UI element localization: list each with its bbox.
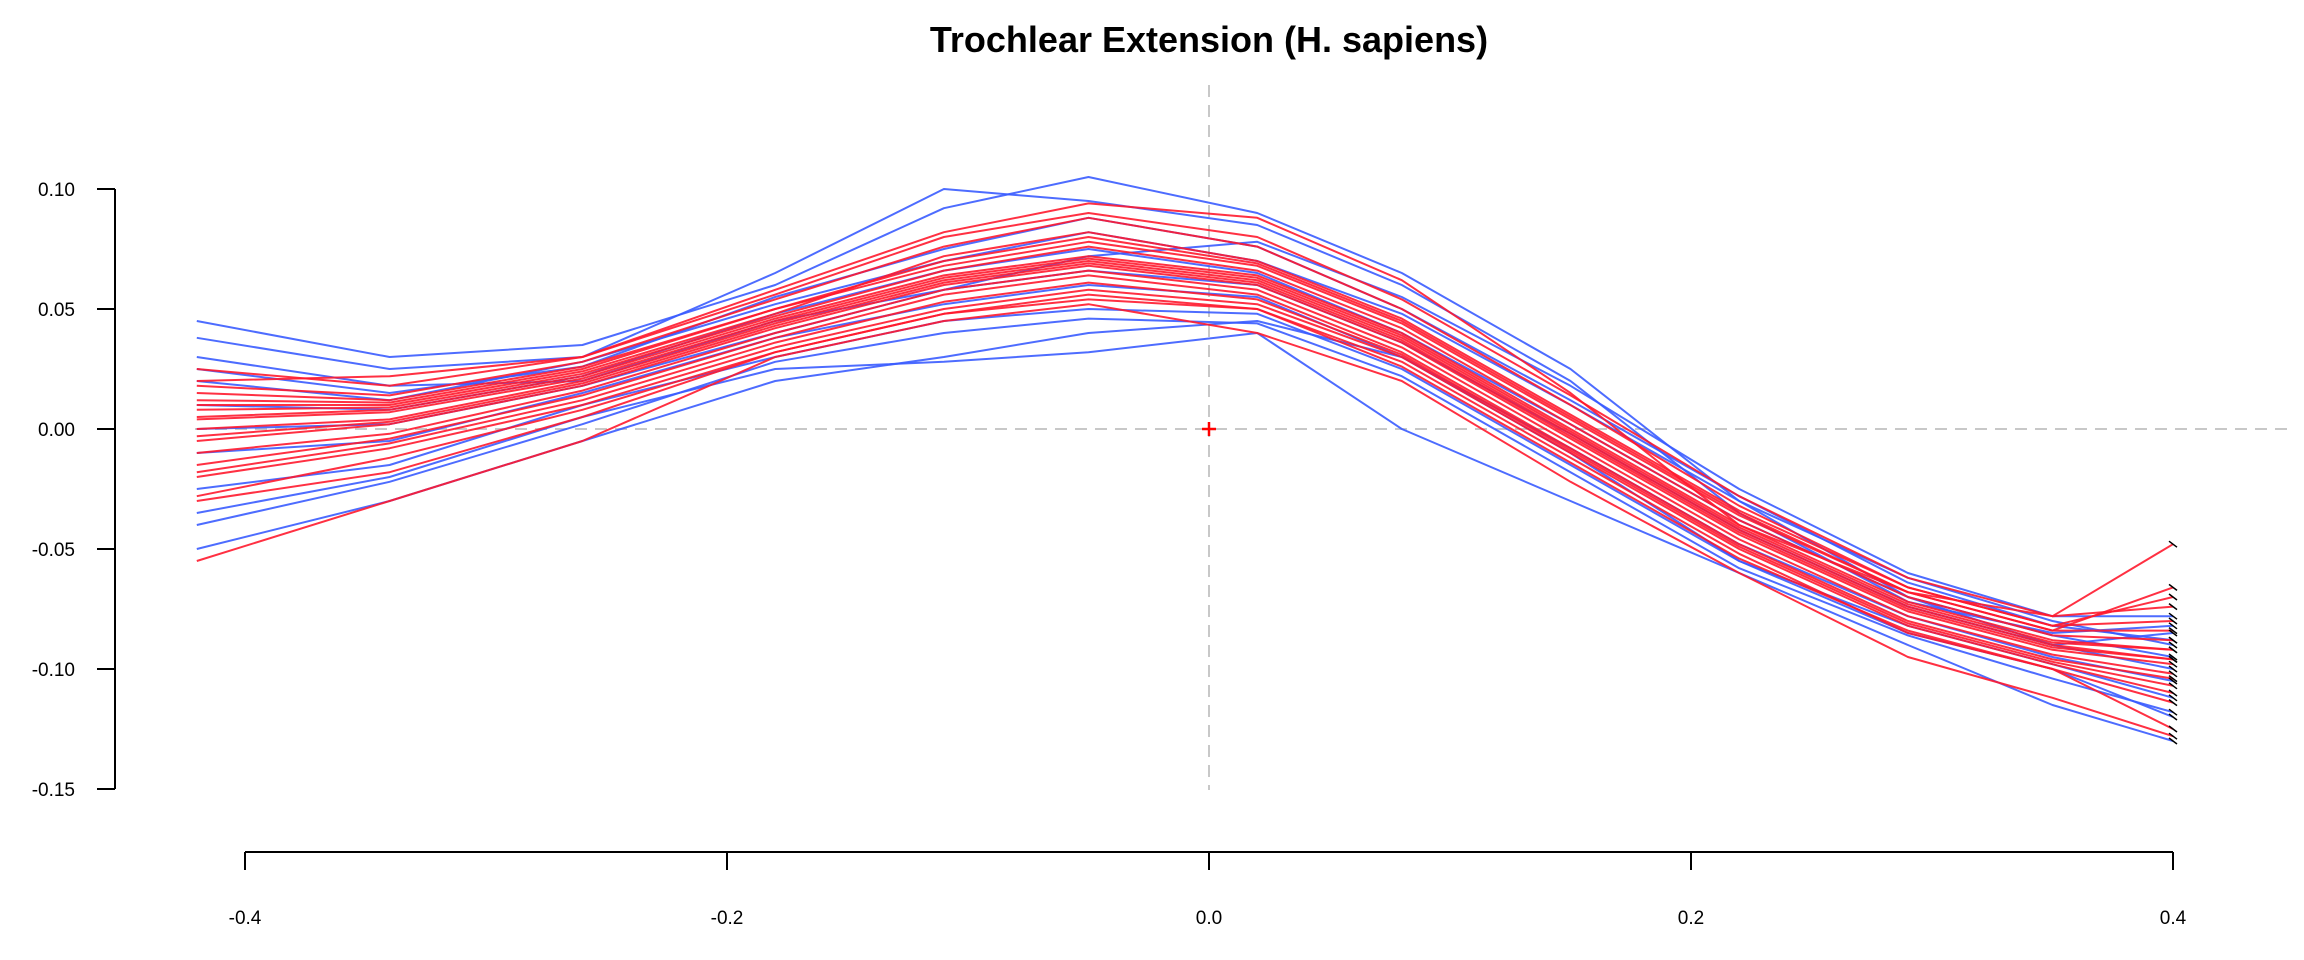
endpoint-tick — [2168, 540, 2178, 548]
endpoint-tick — [2168, 694, 2178, 702]
y-tick-label: -0.10 — [32, 660, 75, 681]
x-tick-label: 0.4 — [2160, 908, 2187, 929]
x-axis: -0.4 -0.2 0.0 0.2 0.4 — [229, 851, 2187, 929]
endpoint-tick — [2168, 674, 2178, 683]
specimen-curve — [196, 269, 2174, 675]
endpoint-tick — [2168, 670, 2178, 678]
specimen-curve — [196, 317, 2174, 714]
specimen-curve — [196, 257, 2174, 651]
specimen-curves — [196, 176, 2174, 742]
endpoint-tick — [2168, 660, 2178, 668]
chart-title: Trochlear Extension (H. sapiens) — [930, 19, 1488, 60]
specimen-curve — [196, 245, 2174, 642]
specimen-curve — [196, 212, 2174, 618]
endpoint-tick — [2168, 732, 2178, 740]
endpoint-tick — [2168, 602, 2178, 611]
endpoint-tick — [2168, 725, 2178, 733]
specimen-curve — [196, 216, 2174, 627]
endpoint-tick — [2168, 698, 2178, 707]
centroid-marker — [1202, 422, 1216, 436]
endpoint-tick — [2168, 708, 2178, 716]
endpoint-tick — [2168, 646, 2178, 654]
x-tick-label: -0.2 — [711, 908, 744, 929]
specimen-curve — [196, 308, 2174, 699]
endpoint-tick — [2168, 583, 2178, 592]
specimen-curve — [196, 303, 2174, 738]
specimen-curve — [196, 255, 2174, 651]
specimen-curve — [196, 288, 2174, 694]
endpoint-tick — [2168, 713, 2178, 721]
x-tick-label: 0.0 — [1196, 908, 1222, 929]
specimen-curve — [196, 281, 2174, 687]
endpoint-tick — [2168, 682, 2178, 690]
y-axis: 0.10 0.05 0.00 -0.05 -0.10 -0.15 — [32, 180, 116, 801]
endpoint-tick — [2168, 593, 2178, 601]
y-tick-label: 0.00 — [38, 420, 75, 441]
y-tick-label: 0.05 — [38, 300, 75, 321]
y-tick-label: -0.15 — [32, 780, 75, 801]
y-tick-label: 0.10 — [38, 180, 75, 201]
specimen-curve — [196, 264, 2174, 666]
endpoint-tick — [2168, 622, 2178, 630]
endpoint-tick — [2168, 689, 2178, 697]
specimen-curve — [196, 262, 2174, 661]
y-tick-label: -0.05 — [32, 540, 75, 561]
endpoint-tick — [2168, 737, 2178, 745]
specimen-curve — [196, 284, 2174, 682]
endpoint-tick — [2168, 665, 2178, 673]
endpoint-tick — [2168, 612, 2178, 620]
endpoint-tick — [2168, 677, 2178, 685]
specimen-curve — [196, 298, 2174, 704]
endpoint-tick — [2168, 653, 2178, 661]
endpoint-tick — [2168, 641, 2178, 649]
endpoint-ticks — [2168, 540, 2178, 745]
specimen-curve — [196, 293, 2174, 730]
endpoint-tick — [2168, 655, 2178, 664]
endpoint-tick — [2168, 617, 2178, 625]
endpoint-tick — [2168, 636, 2178, 644]
x-tick-label: -0.4 — [229, 908, 262, 929]
endpoint-tick — [2168, 626, 2178, 635]
specimen-curve — [196, 274, 2174, 680]
specimen-curve — [196, 260, 2174, 661]
endpoint-tick — [2168, 629, 2178, 637]
x-tick-label: 0.2 — [1678, 908, 1704, 929]
specimen-curve — [196, 236, 2173, 632]
